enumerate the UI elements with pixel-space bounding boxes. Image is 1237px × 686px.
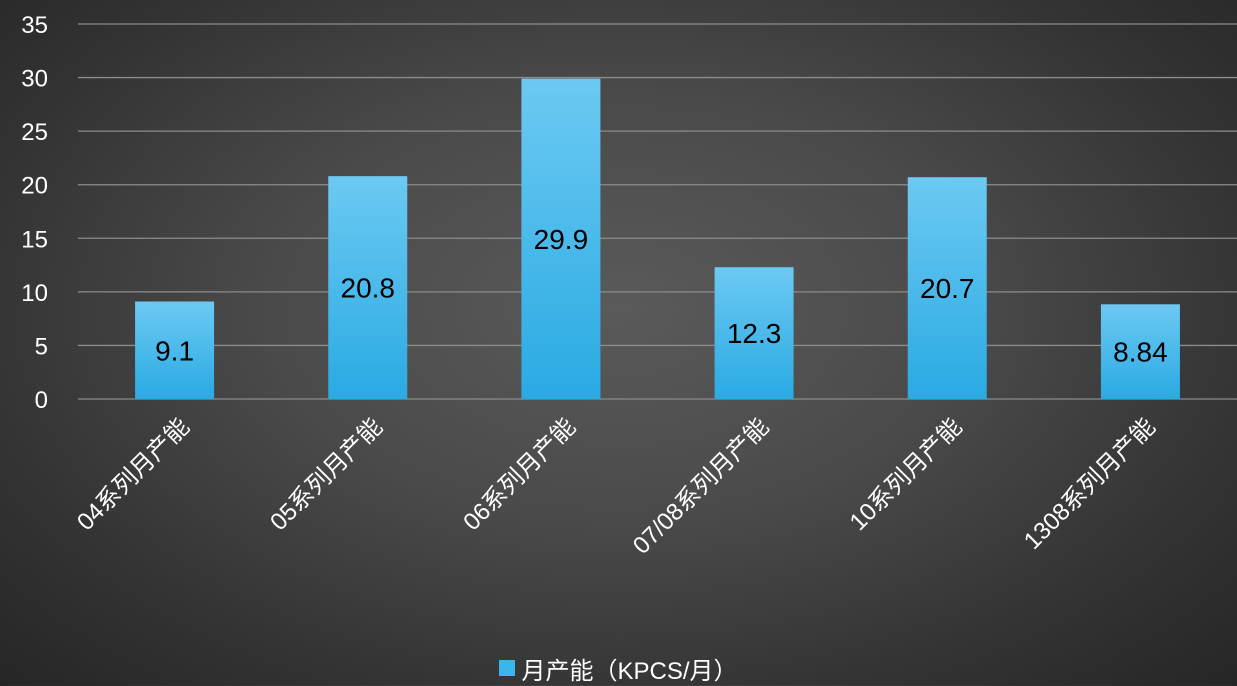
y-tick-label: 20 xyxy=(21,173,48,200)
bar xyxy=(135,301,215,399)
gridlines xyxy=(78,23,1237,400)
x-tick-label: 05系列月产能 xyxy=(265,413,388,536)
data-label: 20.7 xyxy=(920,273,975,304)
y-tick-label: 15 xyxy=(21,226,48,253)
x-tick-label: 04系列月产能 xyxy=(72,413,195,536)
x-tick-label: 07/08系列月产能 xyxy=(628,413,774,559)
bar xyxy=(714,267,794,399)
data-labels: 9.1 20.8 29.9 12.3 20.7 8.84 xyxy=(155,224,1168,368)
bar xyxy=(907,177,987,399)
x-tick-label: 06系列月产能 xyxy=(458,413,581,536)
x-axis-tick-labels: 04系列月产能 05系列月产能 06系列月产能 07/08系列月产能 10系列月产能 13… xyxy=(72,413,1161,559)
data-label: 9.1 xyxy=(155,335,194,366)
y-axis-tick-labels: 0 5 10 15 20 25 30 35 xyxy=(21,12,48,414)
bars xyxy=(135,78,1180,400)
y-tick-label: 30 xyxy=(21,66,48,93)
y-tick-label: 35 xyxy=(21,12,48,39)
y-tick-label: 25 xyxy=(21,119,48,146)
bar xyxy=(1100,304,1180,399)
y-tick-label: 10 xyxy=(21,280,48,307)
legend: 月产能（KPCS/月） xyxy=(0,651,1237,685)
data-label: 12.3 xyxy=(727,318,782,349)
bar xyxy=(521,78,601,400)
y-tick-label: 5 xyxy=(35,333,48,360)
data-label: 20.8 xyxy=(341,273,396,304)
data-label: 8.84 xyxy=(1113,337,1168,368)
bar xyxy=(328,176,408,399)
x-tick-label: 10系列月产能 xyxy=(845,413,968,536)
legend-swatch xyxy=(499,660,516,676)
y-tick-label: 0 xyxy=(35,387,48,414)
data-label: 29.9 xyxy=(534,224,589,255)
legend-label: 月产能（KPCS/月） xyxy=(521,657,738,685)
x-tick-label: 1308系列月产能 xyxy=(1019,413,1161,555)
